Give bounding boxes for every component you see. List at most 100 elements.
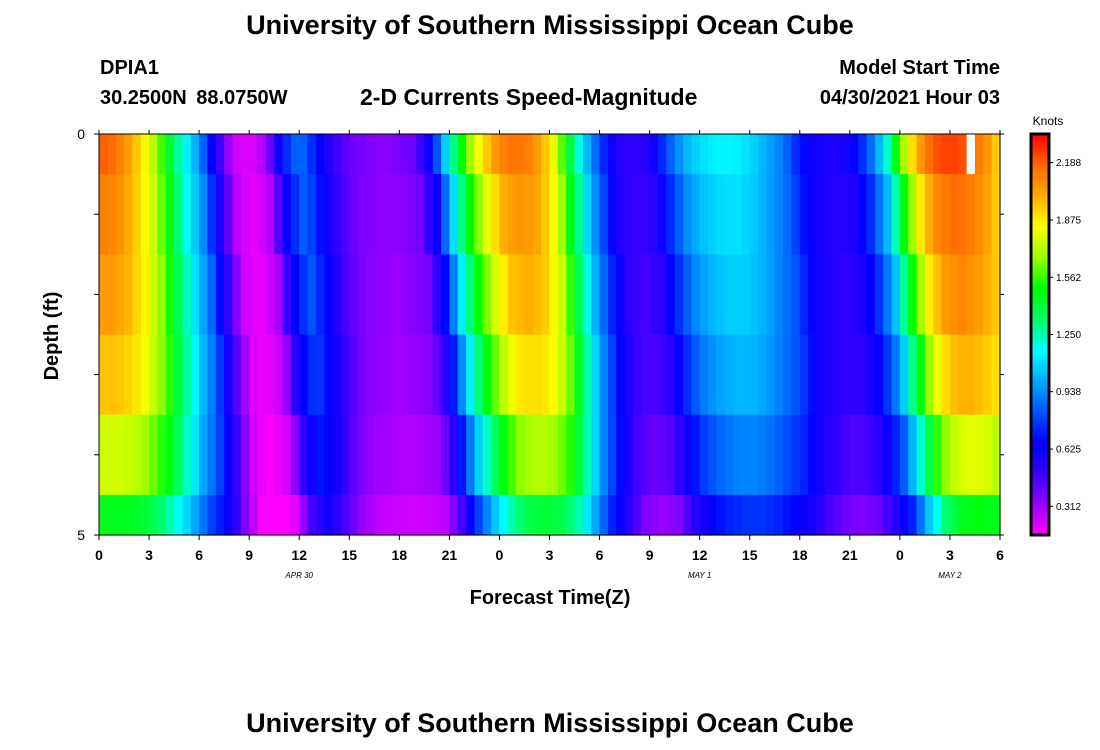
station-coordinates: 30.2500N 88.0750W — [100, 87, 288, 109]
heatmap-cell — [791, 134, 801, 175]
heatmap-cell — [799, 494, 809, 536]
heatmap-cell — [599, 414, 609, 496]
heatmap-cell — [424, 414, 434, 496]
heatmap-cell — [833, 414, 843, 496]
date-label: APR 30 — [284, 571, 313, 580]
heatmap-cell — [849, 174, 859, 255]
heatmap-cell — [124, 134, 133, 175]
heatmap-cell — [749, 174, 759, 255]
heatmap-cell — [174, 174, 184, 255]
heatmap-cell — [374, 414, 384, 496]
heatmap-cell — [182, 134, 192, 175]
heatmap-cell — [416, 174, 425, 255]
heatmap-cell — [399, 414, 409, 496]
heatmap-cell — [924, 174, 934, 255]
heatmap-cell — [824, 174, 834, 255]
heatmap-cell — [199, 334, 209, 416]
heatmap-cell — [532, 254, 542, 336]
heatmap-cell — [724, 134, 734, 175]
heatmap-cell — [257, 174, 267, 255]
heatmap-cell — [816, 174, 826, 255]
colorbar-gradient — [1029, 132, 1051, 537]
heatmap-cell — [424, 334, 434, 416]
heatmap-cell — [916, 254, 926, 336]
y-axis-label: Depth (ft) — [41, 292, 63, 381]
heatmap-cell — [474, 134, 484, 175]
heatmap-cell — [374, 134, 384, 175]
heatmap-cell — [232, 334, 242, 416]
heatmap-cell — [682, 174, 692, 255]
colorbar-tick-label: 0.312 — [1056, 502, 1081, 513]
heatmap-cell — [416, 134, 425, 175]
heatmap-cell — [524, 254, 534, 336]
heatmap-cell — [841, 494, 851, 536]
heatmap-cell — [365, 254, 375, 336]
heatmap-cell — [499, 134, 509, 175]
x-tick-label: 12 — [692, 547, 708, 563]
heatmap-cell — [824, 334, 834, 416]
heatmap-cell — [432, 134, 442, 175]
heatmap-cell — [899, 494, 909, 536]
heatmap-cell — [249, 174, 259, 255]
heatmap-cell — [833, 334, 843, 416]
heatmap-cell — [766, 414, 776, 496]
heatmap-cell — [499, 254, 509, 336]
heatmap-cell — [399, 494, 409, 536]
heatmap-cell — [916, 334, 926, 416]
heatmap-cell — [632, 134, 642, 175]
heatmap-cell — [207, 494, 217, 536]
colorbar-units: Knots — [1033, 114, 1064, 128]
heatmap-cell — [866, 134, 876, 175]
heatmap-cell — [99, 254, 108, 336]
heatmap-cell — [182, 494, 192, 536]
heatmap-cell — [390, 174, 400, 255]
heatmap-cell — [140, 414, 150, 496]
heatmap-cell — [557, 174, 567, 255]
heatmap-cell — [516, 134, 526, 175]
heatmap-cell — [591, 334, 601, 416]
heatmap-cell — [791, 414, 801, 496]
heatmap-cell — [299, 254, 309, 336]
heatmap-cell — [858, 134, 868, 175]
heatmap-cell — [282, 494, 292, 536]
heatmap-cell — [257, 134, 267, 175]
heatmap-cell — [466, 494, 476, 536]
heatmap-cell — [349, 134, 359, 175]
heatmap-cell — [299, 174, 309, 255]
x-tick-label: 18 — [392, 547, 408, 563]
heatmap-cell — [416, 254, 425, 336]
heatmap-cell — [582, 494, 592, 536]
heatmap-cell — [190, 334, 200, 416]
heatmap-cell — [624, 134, 634, 175]
heatmap-cell — [107, 414, 117, 496]
heatmap-cell — [724, 494, 734, 536]
heatmap-cell — [616, 134, 626, 175]
heatmap-cell — [466, 254, 476, 336]
model-start-label: Model Start Time — [839, 57, 1000, 79]
heatmap-cell — [399, 254, 409, 336]
heatmap-cell — [107, 254, 117, 336]
heatmap-cell — [240, 174, 250, 255]
heatmap-cell — [749, 414, 759, 496]
heatmap-cell — [899, 414, 909, 496]
heatmap-cell — [240, 334, 250, 416]
heatmap-cell — [574, 334, 584, 416]
colorbar-tick-label: 0.625 — [1056, 445, 1081, 456]
y-axis: 05 — [77, 126, 1004, 543]
heatmap-cell — [541, 254, 551, 336]
model-start-value: 04/30/2021 Hour 03 — [819, 87, 1000, 109]
heatmap-cell — [566, 414, 576, 496]
heatmap-cell — [649, 174, 659, 255]
heatmap-cell — [307, 414, 317, 496]
x-tick-label: 21 — [442, 547, 458, 563]
heatmap-cell — [716, 494, 726, 536]
heatmap-cell — [441, 254, 450, 336]
heatmap-cell — [240, 414, 250, 496]
heatmap-cell — [716, 254, 726, 336]
heatmap-cell — [607, 254, 617, 336]
heatmap-cell — [924, 334, 934, 416]
heatmap-cell — [474, 254, 484, 336]
heatmap-cell — [816, 134, 826, 175]
heatmap-cell — [299, 414, 309, 496]
heatmap-cell — [866, 174, 876, 255]
